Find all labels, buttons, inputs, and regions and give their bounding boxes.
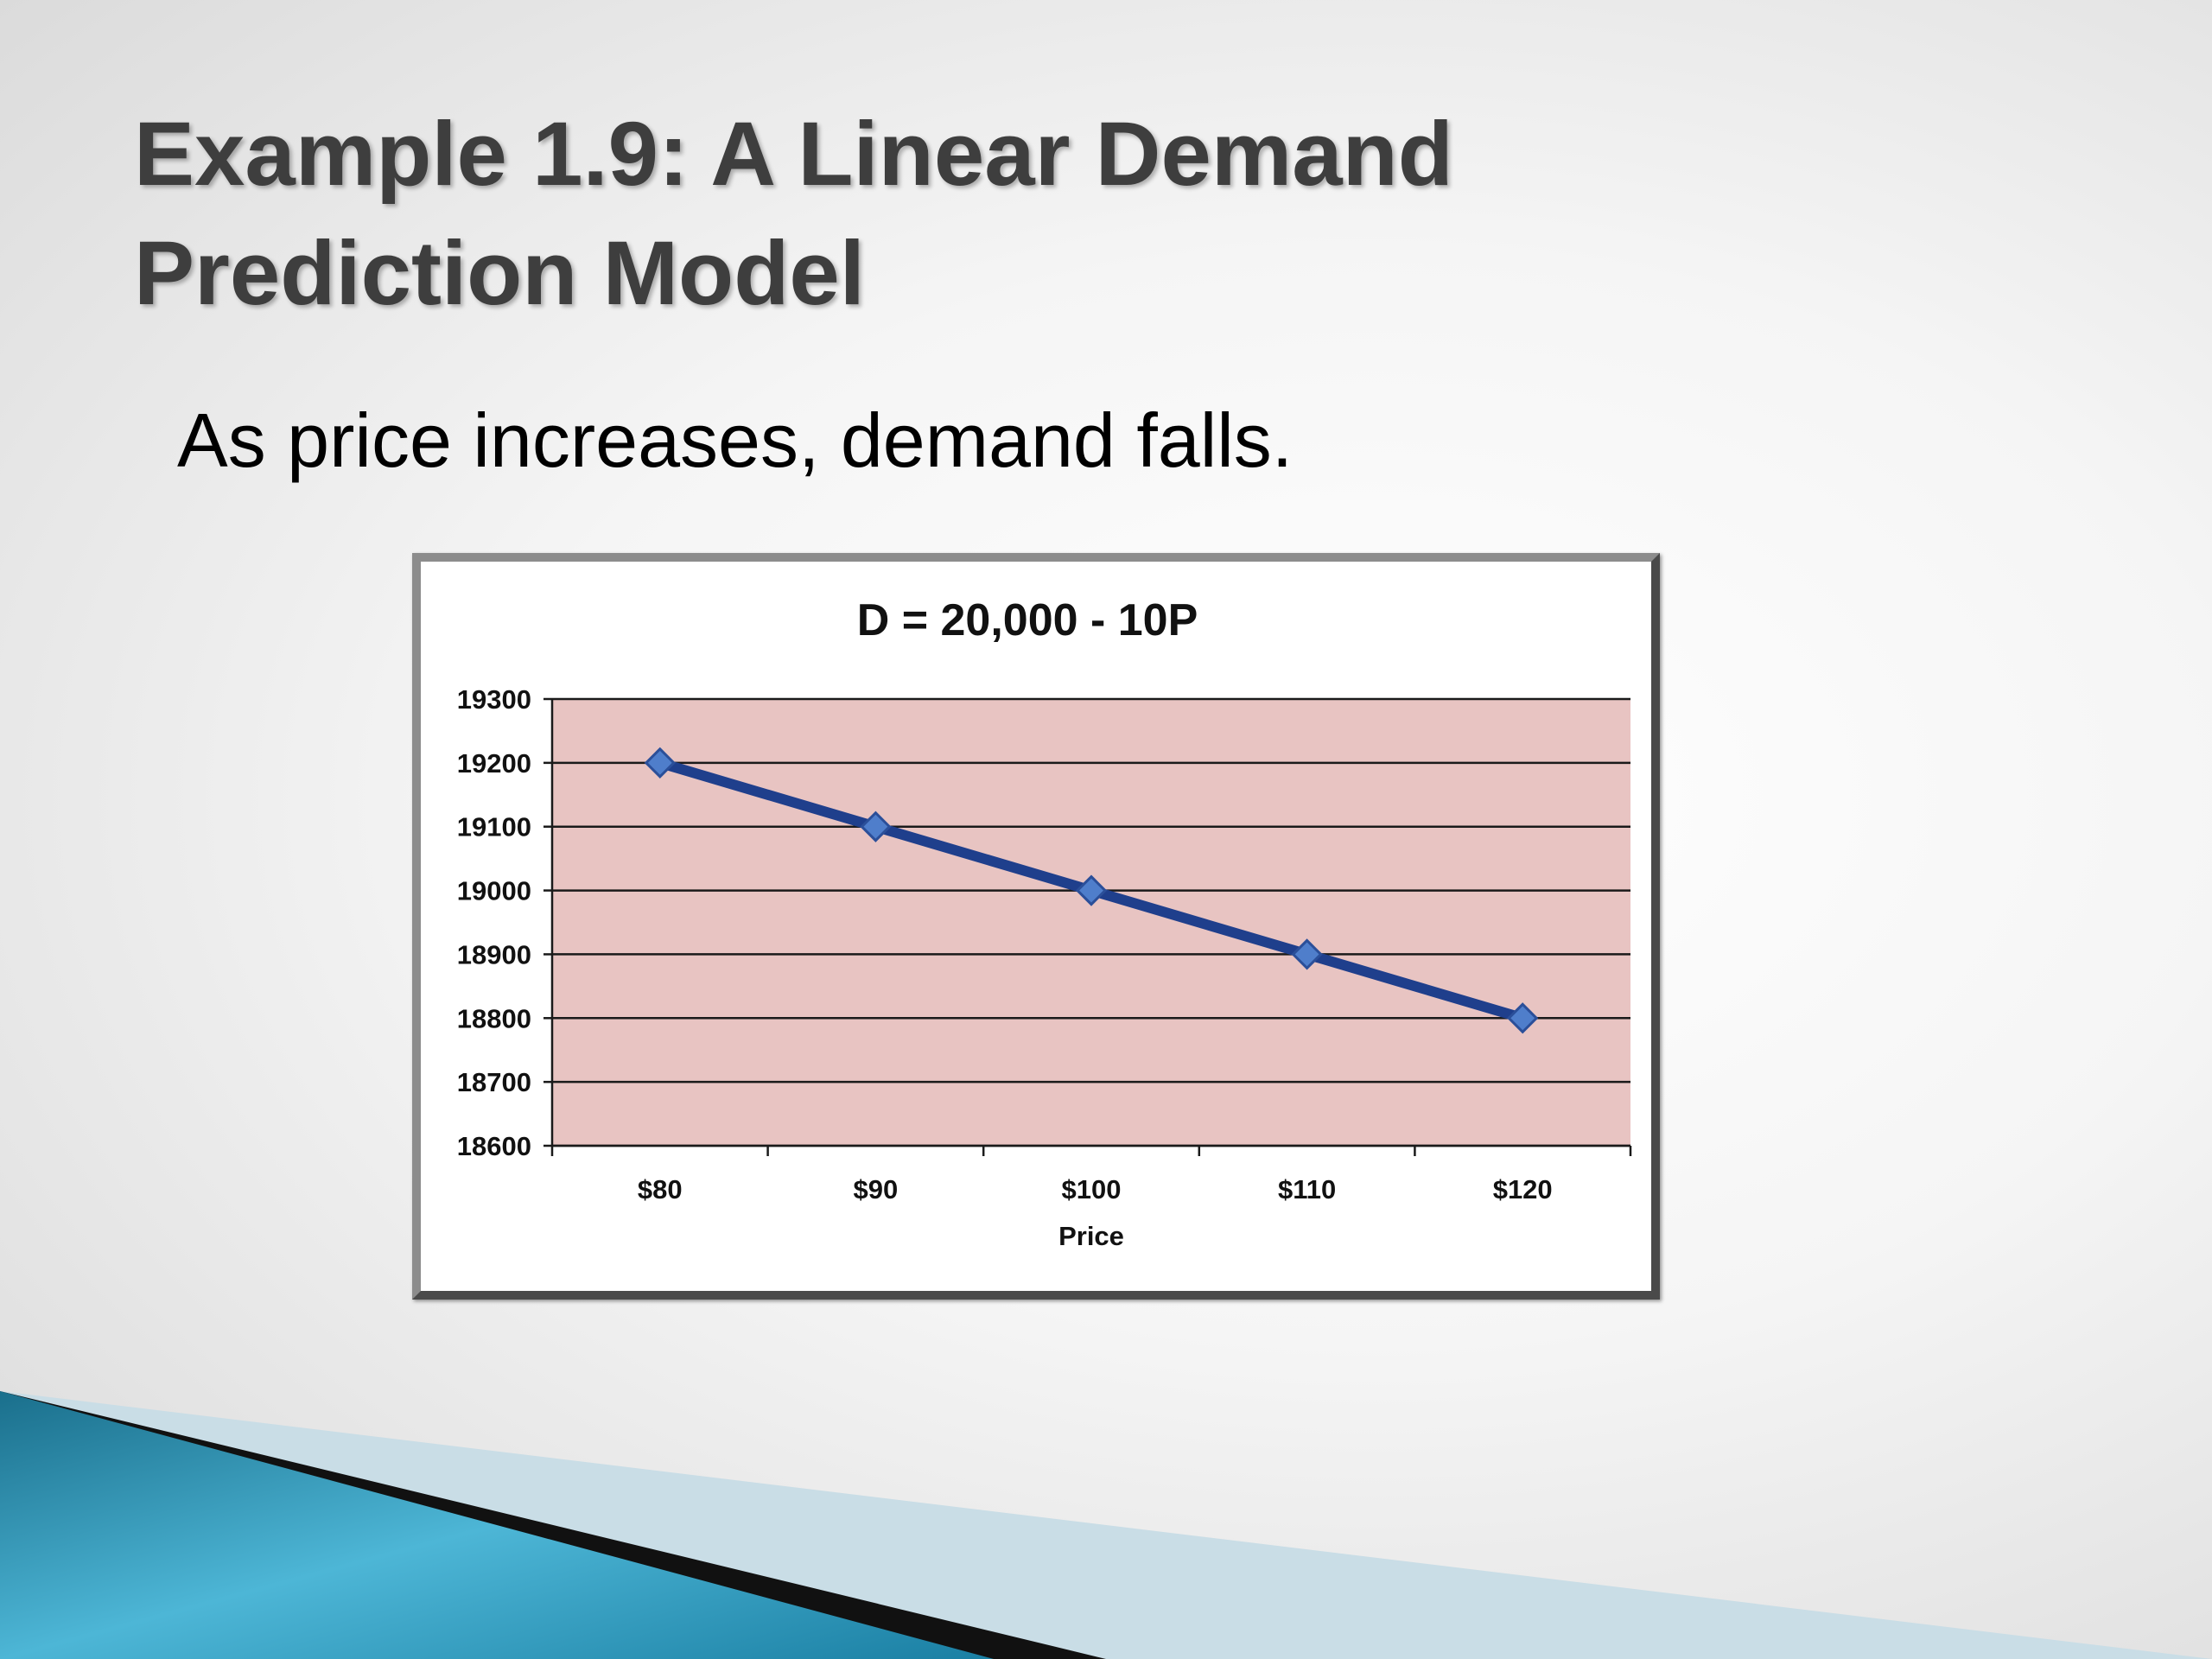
slide-title: Example 1.9: A Linear Demand Prediction … <box>134 95 1819 334</box>
slide-title-line-1: Example 1.9: A Linear Demand <box>134 104 1453 205</box>
series <box>644 747 1539 1034</box>
slide-title-line-2: Prediction Model <box>134 223 865 324</box>
tick-labels: 18600 18700 18800 18900 19000 19100 19200 19300… <box>457 684 1553 1205</box>
chart-frame: D = 20,000 - 10P 18600 18700 18800 18900 190… <box>412 553 1660 1300</box>
axes <box>543 697 1632 1156</box>
x-axis-label: Price <box>1058 1221 1124 1251</box>
y-tick-label: 19100 <box>457 812 531 842</box>
data-point-marker <box>1507 1002 1539 1034</box>
data-point-marker <box>1291 938 1323 970</box>
y-tick-label: 19300 <box>457 684 531 715</box>
y-tick-label: 18700 <box>457 1067 531 1097</box>
y-tick-label: 18600 <box>457 1131 531 1161</box>
bullet-text: As price increases, demand falls. <box>177 397 1294 483</box>
data-point-marker <box>1075 874 1108 906</box>
x-tick-label: $90 <box>854 1174 899 1205</box>
x-tick-label: $100 <box>1062 1174 1122 1205</box>
y-tick-label: 18900 <box>457 939 531 969</box>
data-point-marker <box>860 810 892 842</box>
y-tick-label: 19000 <box>457 876 531 906</box>
x-tick-label: $120 <box>1493 1174 1553 1205</box>
demand-line-chart: D = 20,000 - 10P 18600 18700 18800 18900 190… <box>457 595 1632 1251</box>
chart-title: D = 20,000 - 10P <box>857 595 1198 645</box>
swoosh-teal-band <box>0 1391 994 1659</box>
x-tick-label: $110 <box>1278 1174 1336 1205</box>
y-tick-label: 19200 <box>457 748 531 779</box>
y-tick-label: 18800 <box>457 1003 531 1033</box>
plot-area <box>552 699 1630 1146</box>
x-tick-label: $80 <box>638 1174 683 1205</box>
data-point-marker <box>644 747 676 779</box>
